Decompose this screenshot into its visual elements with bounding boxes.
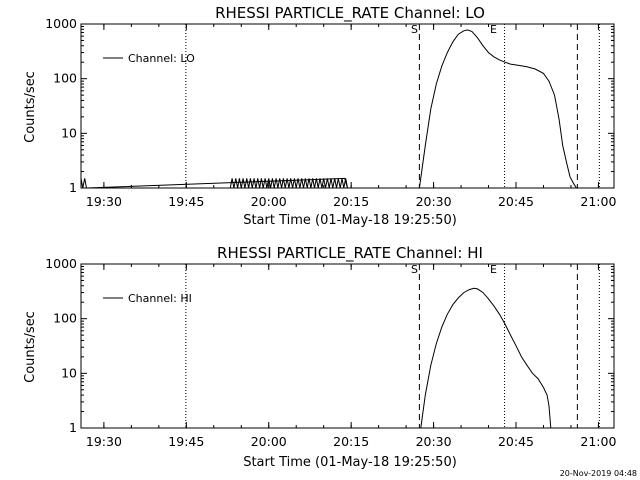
hi-x-tick-label: 19:45 xyxy=(168,434,204,449)
hi-end-marker: E xyxy=(490,263,497,276)
hi-x-tick-label: 19:30 xyxy=(86,434,122,449)
lo-x-axis-label: Start Time (01-May-18 19:25:50) xyxy=(243,213,457,228)
footer-timestamp: 20-Nov-2019 04:48 xyxy=(560,469,637,478)
hi-x-tick-label: 21:00 xyxy=(580,434,616,449)
lo-y-tick-label: 1 xyxy=(69,180,77,195)
lo-y-tick-label: 1000 xyxy=(45,16,77,31)
hi-chart-title: RHESSI PARTICLE_RATE Channel: HI xyxy=(217,244,483,263)
lo-y-tick-label: 10 xyxy=(61,125,77,140)
lo-chart-title: RHESSI PARTICLE_RATE Channel: LO xyxy=(215,4,485,23)
hi-channel-panel: RHESSI PARTICLE_RATE Channel: HI Start T… xyxy=(23,244,616,470)
lo-x-tick-label: 20:15 xyxy=(333,194,369,209)
hi-start-marker: S xyxy=(411,263,418,276)
hi-series-line xyxy=(420,287,552,429)
hi-legend-label: Channel: HI xyxy=(128,292,192,305)
lo-x-tick-label: 20:45 xyxy=(498,194,534,209)
hi-y-tick-label: 10 xyxy=(61,365,77,380)
lo-y-tick-label: 100 xyxy=(53,71,77,86)
hi-x-axis-label: Start Time (01-May-18 19:25:50) xyxy=(243,455,457,470)
lo-channel-panel: RHESSI PARTICLE_RATE Channel: LO Start T… xyxy=(23,4,616,228)
lo-noise-segment xyxy=(229,178,348,189)
hi-x-tick-label: 20:15 xyxy=(333,434,369,449)
lo-x-tick-label: 20:30 xyxy=(416,194,452,209)
lo-series-line xyxy=(80,29,577,189)
lo-end-marker: E xyxy=(490,23,497,36)
hi-y-tick-label: 100 xyxy=(53,311,77,326)
hi-x-tick-label: 20:30 xyxy=(416,434,452,449)
hi-y-tick-label: 1 xyxy=(69,420,77,435)
hi-plot-frame xyxy=(80,263,615,429)
hi-x-tick-label: 20:45 xyxy=(498,434,534,449)
lo-x-tick-label: 19:45 xyxy=(168,194,204,209)
lo-start-marker: S xyxy=(411,23,418,36)
hi-y-tick-label: 1000 xyxy=(45,256,77,271)
lo-x-tick-label: 19:30 xyxy=(86,194,122,209)
hi-x-tick-label: 20:00 xyxy=(251,434,287,449)
hi-y-axis-label: Counts/sec xyxy=(23,311,38,383)
lo-x-tick-label: 21:00 xyxy=(580,194,616,209)
lo-y-axis-label: Counts/sec xyxy=(23,71,38,143)
lo-x-tick-label: 20:00 xyxy=(251,194,287,209)
lo-legend-label: Channel: LO xyxy=(128,52,195,65)
lo-plot-frame xyxy=(80,23,615,189)
